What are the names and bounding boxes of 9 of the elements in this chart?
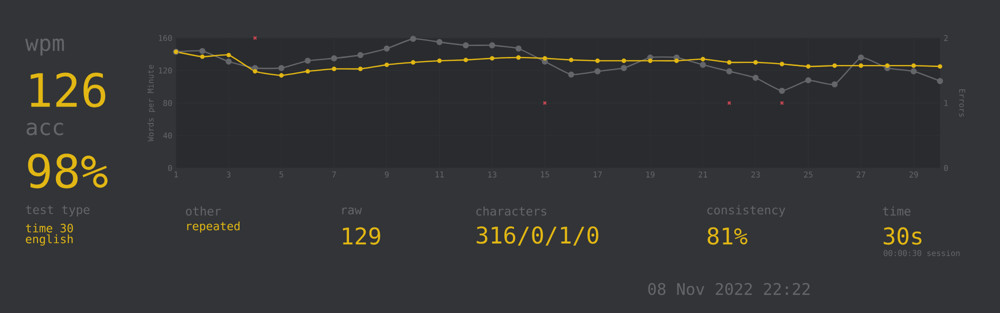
- text: time 30: [26, 224, 73, 232]
- text: repeated: [187, 221, 240, 233]
- text: 98%: [28, 154, 108, 188]
- text: 30s: [884, 227, 922, 245]
- text: 316/0/1/0: [476, 226, 598, 246]
- text: 81%: [708, 227, 748, 245]
- text: english: [26, 234, 73, 246]
- text: 126: [30, 72, 106, 108]
- text: 129: [342, 227, 380, 245]
